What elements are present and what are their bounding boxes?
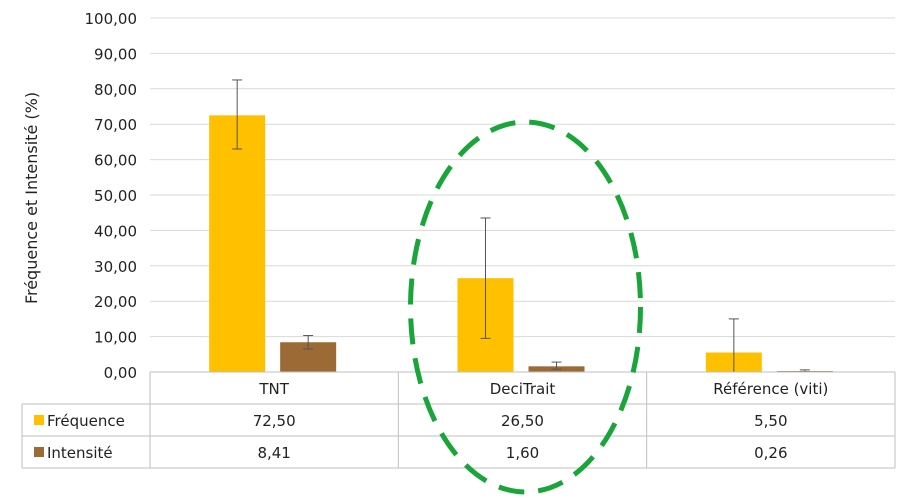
legend-swatch bbox=[34, 415, 44, 425]
y-tick-label: 0,00 bbox=[104, 364, 137, 382]
data-label: 5,50 bbox=[754, 412, 787, 430]
bar-fréquence bbox=[209, 115, 266, 372]
x-tick-label: DeciTrait bbox=[490, 380, 556, 398]
data-table: TNT DeciTrait Référence (viti) Fréquence 72,… bbox=[21, 371, 896, 469]
y-tick-label: 20,00 bbox=[94, 293, 137, 311]
y-axis-label: Fréquence et Intensité (%) bbox=[22, 92, 41, 304]
y-tick-label: 90,00 bbox=[94, 45, 137, 63]
data-label: 26,50 bbox=[501, 412, 544, 430]
y-tick-label: 70,00 bbox=[94, 116, 137, 134]
y-grid bbox=[150, 17, 895, 373]
error-bar bbox=[480, 217, 491, 339]
annotation-layer bbox=[408, 119, 643, 495]
highlight-ellipse bbox=[408, 119, 643, 495]
data-label: 8,41 bbox=[257, 444, 290, 462]
x-tick-label: TNT bbox=[258, 380, 289, 398]
data-label: 1,60 bbox=[506, 444, 539, 462]
legend-label: Fréquence bbox=[47, 412, 125, 430]
legend-swatch bbox=[34, 447, 44, 457]
x-tick-label: Référence (viti) bbox=[713, 380, 828, 398]
legend-label: Intensité bbox=[47, 444, 113, 462]
data-label: 0,26 bbox=[754, 444, 787, 462]
y-tick-label: 80,00 bbox=[94, 81, 137, 99]
data-label: 72,50 bbox=[253, 412, 296, 430]
y-tick-label: 60,00 bbox=[94, 152, 137, 170]
error-bar bbox=[551, 361, 562, 370]
error-bars bbox=[232, 79, 810, 373]
bars bbox=[209, 115, 833, 372]
y-tick-label: 40,00 bbox=[94, 222, 137, 240]
y-tick-labels: 0,00 10,00 20,00 30,00 40,00 50,00 60,00 70,00 8… bbox=[85, 10, 138, 382]
error-bar bbox=[232, 79, 243, 150]
y-tick-label: 30,00 bbox=[94, 258, 137, 276]
error-bar bbox=[303, 335, 314, 350]
y-tick-label: 50,00 bbox=[94, 187, 137, 205]
y-tick-label: 100,00 bbox=[85, 10, 138, 28]
y-tick-label: 10,00 bbox=[94, 329, 137, 347]
